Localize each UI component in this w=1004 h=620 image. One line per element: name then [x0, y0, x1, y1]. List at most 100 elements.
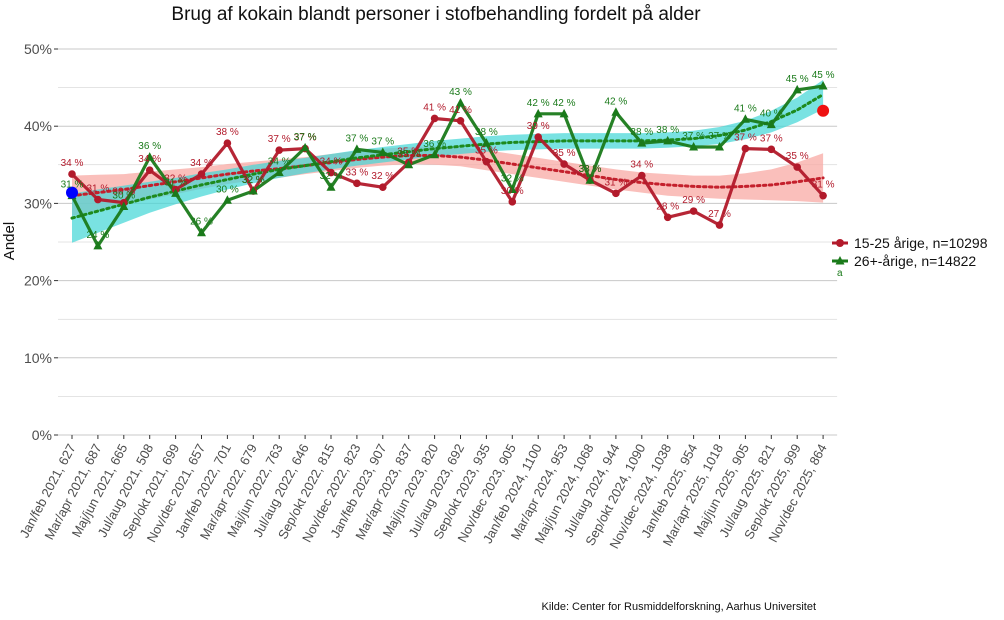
point-15-25	[94, 195, 102, 204]
data-label: 35 %	[553, 148, 576, 159]
data-label: 37 %	[708, 131, 731, 142]
y-tick-label: 20%	[24, 273, 52, 289]
data-label: 37 %	[682, 131, 705, 142]
point-26plus	[274, 167, 284, 177]
data-label: 37 %	[294, 132, 317, 143]
data-label: 34 %	[268, 157, 291, 168]
point-26plus	[171, 188, 181, 197]
point-15-25	[68, 170, 76, 178]
data-label: 32 %	[164, 174, 187, 185]
legend-extra-text: a	[837, 268, 843, 279]
data-label: 43 %	[449, 87, 472, 98]
data-label: 38 %	[630, 127, 653, 138]
highlight-point	[817, 104, 830, 117]
point-26plus	[637, 138, 647, 147]
legend-key-marker	[835, 256, 845, 265]
data-label: 30 %	[501, 186, 524, 197]
data-label: 34 %	[61, 158, 84, 169]
data-label: 37 %	[371, 136, 394, 147]
point-15-25	[482, 157, 491, 166]
highlight-point	[66, 186, 78, 199]
data-label: 32 %	[501, 174, 524, 185]
legend-label: 15-25 årige, n=10298	[854, 235, 988, 251]
data-label: 38 %	[656, 125, 679, 136]
data-label: 27 %	[708, 209, 731, 220]
point-15-25	[353, 179, 361, 188]
data-label: 33 %	[579, 164, 602, 175]
data-label: 30 %	[112, 187, 135, 198]
point-15-25	[819, 191, 827, 200]
data-label: 38 %	[475, 127, 498, 138]
point-15-25	[275, 146, 284, 154]
y-tick-label: 10%	[24, 350, 52, 366]
data-label: 35 %	[397, 149, 420, 160]
point-15-25	[327, 168, 335, 177]
point-26plus	[766, 119, 776, 129]
point-15-25	[534, 133, 542, 141]
y-tick-label: 0%	[32, 427, 52, 443]
point-15-25	[197, 170, 206, 178]
point-26plus	[818, 81, 828, 90]
data-label: 40 %	[760, 109, 783, 120]
data-label: 37 %	[294, 133, 317, 144]
data-label: 34 %	[190, 158, 213, 169]
data-label: 26 %	[190, 217, 213, 228]
point-26plus	[352, 144, 362, 153]
data-label: 41 %	[449, 105, 472, 116]
data-label: 45 %	[786, 74, 809, 85]
point-26plus	[740, 114, 750, 123]
point-15-25	[430, 114, 439, 123]
line-26plus	[70, 84, 824, 248]
data-label: 36 %	[423, 139, 446, 150]
data-label: 45 %	[812, 70, 835, 81]
trend-15-25	[70, 154, 825, 198]
point-15-25	[560, 160, 568, 168]
legend-key-marker	[836, 239, 844, 247]
data-label: 31 %	[605, 177, 628, 188]
y-tick-label: 50%	[24, 41, 52, 57]
point-26plus	[715, 142, 724, 151]
caption: Kilde: Center for Rusmiddelforskning, Aa…	[541, 601, 816, 613]
data-label: 28 %	[656, 201, 679, 212]
point-26plus	[93, 240, 103, 250]
data-label: 29 %	[682, 195, 705, 206]
point-26plus	[222, 195, 232, 204]
grid	[58, 48, 838, 436]
chart-title: Brug af kokain blandt personer i stofbeh…	[171, 4, 701, 25]
data-label: 32 %	[371, 171, 394, 182]
data-label: 31 %	[87, 184, 110, 195]
data-label: 38 %	[216, 127, 239, 138]
y-axis-ticks: 0% 10% 20% 30% 40% 50%	[24, 41, 58, 443]
point-26plus	[481, 138, 491, 147]
data-label: 42 %	[527, 98, 550, 109]
point-15-25	[715, 221, 724, 229]
confidence-bands	[72, 79, 824, 243]
data-label: 37 %	[268, 134, 291, 145]
point-15-25	[638, 171, 646, 180]
series-lines	[70, 84, 825, 248]
point-26plus	[507, 184, 517, 194]
point-26plus	[559, 108, 569, 118]
point-26plus	[145, 152, 155, 161]
point-15-25	[793, 163, 801, 171]
point-15-25	[508, 198, 517, 206]
point-26plus	[689, 142, 699, 151]
data-label: 39 %	[527, 121, 550, 132]
data-label: 42 %	[553, 98, 576, 109]
data-labels: 34 %31 % 30 %34 %32 %34 %38 %32 %37 % 37 %…	[61, 70, 835, 241]
data-label: 35 %	[786, 151, 809, 162]
data-label: 30 %	[216, 184, 239, 195]
point-26plus	[197, 227, 206, 237]
y-tick-label: 30%	[24, 195, 52, 211]
line-15-25	[70, 116, 825, 227]
data-label: 37 %	[734, 133, 757, 144]
data-label: 31 %	[61, 180, 84, 191]
data-label: 35 %	[475, 146, 498, 157]
data-label: 41 %	[734, 103, 757, 114]
data-label: 34 %	[630, 160, 653, 171]
trend-lines	[70, 93, 825, 220]
data-label: 33 %	[579, 164, 602, 175]
y-tick-label: 40%	[24, 118, 52, 134]
point-15-25	[689, 207, 698, 215]
